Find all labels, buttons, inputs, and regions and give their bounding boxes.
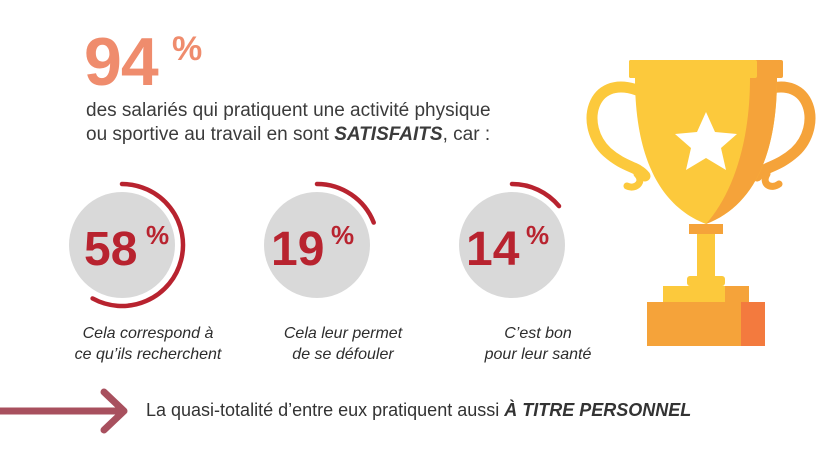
stat-circle-1 xyxy=(69,192,175,298)
stat-unit-2: % xyxy=(331,220,355,250)
stat-ring-2 xyxy=(264,181,376,298)
stat-arc-3 xyxy=(509,181,562,209)
stat-caption-3-line-2: pour leur santé xyxy=(484,346,592,363)
stat-caption-1-line-2: ce qu’ils recherchent xyxy=(74,346,222,363)
stat-caption-2: Cela leur permet de se défouler xyxy=(243,323,443,365)
stat-ring-1 xyxy=(69,181,186,309)
stat-value-2: 19% xyxy=(271,222,354,276)
trophy-icon xyxy=(586,60,816,346)
intro-line-2-suffix: , car : xyxy=(442,124,491,145)
conclusion-text: La quasi-totalité d’entre eux pratiquent… xyxy=(146,400,691,421)
stat-item-3: 14% C’est bon pour leur santé xyxy=(456,178,656,368)
star-icon xyxy=(675,112,737,170)
stat-value-3: 14% xyxy=(466,222,549,276)
stat-caption-3-line-1: C’est bon xyxy=(504,325,572,342)
stat-value-1: 58% xyxy=(84,222,169,276)
stat-arc-2 xyxy=(314,181,376,225)
stat-caption-2-line-2: de se défouler xyxy=(292,346,394,363)
stat-caption-1-line-1: Cela correspond à xyxy=(82,325,214,342)
stat-number-1: 58 xyxy=(84,223,138,276)
conclusion-prefix: La quasi-totalité d’entre eux pratiquent… xyxy=(146,400,505,420)
intro-line-1: des salariés qui pratiquent une activité… xyxy=(86,100,491,121)
headline-value: 94 xyxy=(84,24,159,100)
stat-circle-3 xyxy=(459,192,565,298)
intro-emphasis: SATISFAITS xyxy=(334,124,443,145)
stat-caption-3: C’est bon pour leur santé xyxy=(438,323,638,365)
stat-circle-2 xyxy=(264,192,370,298)
arrow-right-icon xyxy=(0,388,128,434)
stat-arc-1 xyxy=(90,181,186,309)
stat-unit-1: % xyxy=(146,220,170,250)
stat-number-2: 19 xyxy=(271,223,325,276)
intro-line-2: ou sportive au travail en sont SATISFAIT… xyxy=(86,123,491,147)
stat-number-3: 14 xyxy=(466,223,520,276)
intro-line-2-prefix: ou sportive au travail en sont xyxy=(86,124,335,145)
stat-item-2: 19% Cela leur permet de se défouler xyxy=(261,178,461,368)
stat-unit-3: % xyxy=(526,220,550,250)
headline-unit: % xyxy=(172,30,203,68)
conclusion-emphasis: À TITRE PERSONNEL xyxy=(504,400,692,420)
stat-caption-1: Cela correspond à ce qu’ils recherchent xyxy=(48,323,248,365)
stat-item-1: 58% Cela correspond à ce qu’ils recherch… xyxy=(66,178,266,368)
stat-caption-2-line-1: Cela leur permet xyxy=(283,325,403,342)
headline-stat: 94 % xyxy=(84,28,202,96)
intro-text: des salariés qui pratiquent une activité… xyxy=(86,99,491,147)
stat-ring-3 xyxy=(459,181,565,298)
